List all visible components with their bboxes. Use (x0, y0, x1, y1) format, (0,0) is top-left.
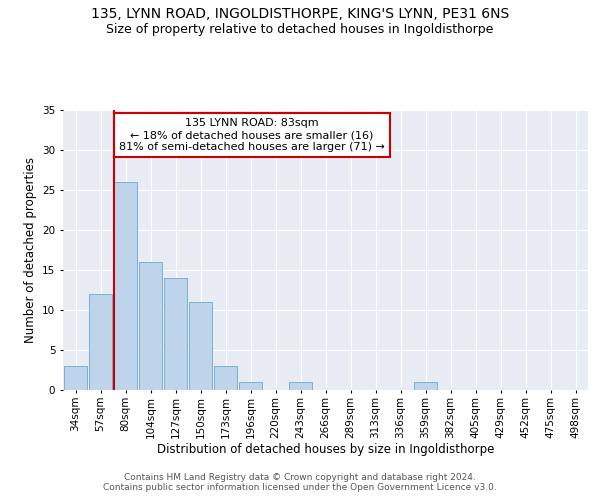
Bar (139, 262, 163, 390)
Y-axis label: Number of detached properties: Number of detached properties (23, 157, 37, 343)
Bar (214, 366, 238, 390)
Text: 135, LYNN ROAD, INGOLDISTHORPE, KING'S LYNN, PE31 6NS: 135, LYNN ROAD, INGOLDISTHORPE, KING'S L… (91, 8, 509, 22)
Text: Contains HM Land Registry data © Crown copyright and database right 2024.
Contai: Contains HM Land Registry data © Crown c… (103, 473, 497, 492)
Text: Size of property relative to detached houses in Ingoldisthorpe: Size of property relative to detached ho… (106, 22, 494, 36)
Bar (113, 182, 137, 390)
Text: 135 LYNN ROAD: 83sqm
← 18% of detached houses are smaller (16)
81% of semi-detac: 135 LYNN ROAD: 83sqm ← 18% of detached h… (119, 118, 385, 152)
Bar (413, 382, 437, 390)
Bar (239, 382, 262, 390)
Bar (188, 302, 212, 390)
Bar (64, 366, 88, 390)
X-axis label: Distribution of detached houses by size in Ingoldisthorpe: Distribution of detached houses by size … (157, 443, 494, 456)
Bar (289, 382, 313, 390)
Bar (164, 278, 187, 390)
Bar (89, 294, 112, 390)
